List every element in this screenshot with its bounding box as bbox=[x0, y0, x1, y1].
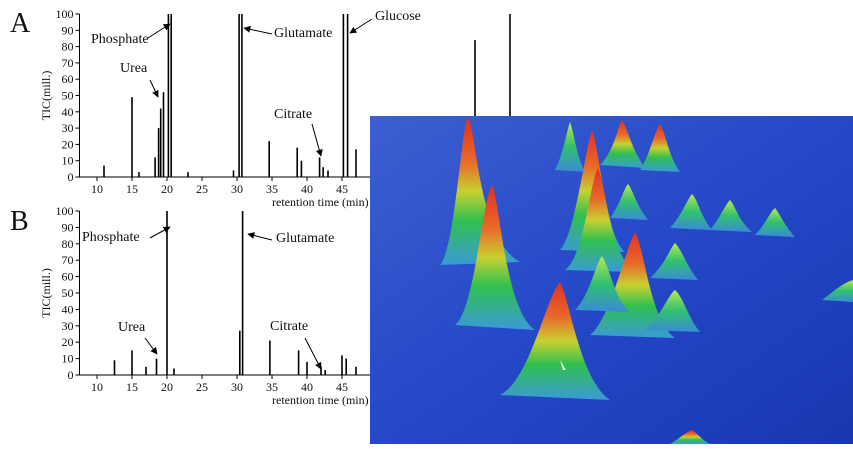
annotation-arrow bbox=[149, 226, 171, 239]
y-tick-label: 40 bbox=[62, 105, 74, 119]
panel-label: A bbox=[10, 8, 31, 39]
x-axis-label: retention time (min) bbox=[272, 393, 369, 407]
annotation-arrow bbox=[247, 232, 273, 241]
annotation: Citrate bbox=[270, 319, 308, 334]
x-tick-label: 20 bbox=[161, 182, 173, 196]
y-tick-label: 30 bbox=[62, 319, 74, 333]
annotation: Urea bbox=[118, 320, 146, 335]
y-tick-label: 0 bbox=[68, 170, 74, 184]
x-tick-label: 30 bbox=[231, 380, 243, 394]
annotation: Phosphate bbox=[91, 32, 149, 47]
annotation-arrow bbox=[311, 123, 323, 157]
x-tick-label: 40 bbox=[301, 182, 313, 196]
peak-photo bbox=[370, 116, 853, 444]
annotation-arrow bbox=[304, 337, 322, 370]
annotation-arrow bbox=[144, 337, 158, 355]
annotation-arrow bbox=[149, 79, 159, 98]
annotation: Glutamate bbox=[276, 231, 334, 246]
panel-label: B bbox=[10, 206, 29, 237]
x-tick-label: 10 bbox=[91, 182, 103, 196]
y-tick-label: 10 bbox=[62, 352, 74, 366]
y-tick-label: 30 bbox=[62, 121, 74, 135]
x-tick-label: 20 bbox=[161, 380, 173, 394]
x-axis-label: retention time (min) bbox=[272, 195, 369, 209]
x-tick-label: 15 bbox=[126, 182, 138, 196]
annotation-arrow bbox=[147, 23, 171, 39]
y-tick-label: 60 bbox=[62, 270, 74, 284]
x-tick-label: 35 bbox=[266, 182, 278, 196]
y-tick-label: 40 bbox=[62, 302, 74, 316]
y-tick-label: 50 bbox=[62, 286, 74, 300]
y-tick-label: 70 bbox=[62, 56, 74, 70]
y-tick-label: 100 bbox=[56, 204, 74, 218]
y-tick-label: 90 bbox=[62, 220, 74, 234]
y-tick-label: 50 bbox=[62, 89, 74, 103]
x-tick-label: 45 bbox=[336, 380, 348, 394]
x-tick-label: 45 bbox=[336, 182, 348, 196]
x-tick-label: 30 bbox=[231, 182, 243, 196]
y-axis-label: TIC(mill.) bbox=[39, 268, 53, 318]
y-tick-label: 60 bbox=[62, 72, 74, 86]
annotation: Urea bbox=[120, 61, 148, 76]
y-tick-label: 100 bbox=[56, 7, 74, 21]
annotation: Glucose bbox=[375, 9, 421, 24]
x-tick-label: 10 bbox=[91, 380, 103, 394]
plots: A010203040506070809010010152025303540455… bbox=[10, 7, 517, 407]
y-tick-label: 20 bbox=[62, 137, 74, 151]
annotation-arrow bbox=[243, 25, 273, 35]
y-tick-label: 10 bbox=[62, 154, 74, 168]
y-tick-label: 70 bbox=[62, 253, 74, 267]
annotation: Citrate bbox=[274, 107, 312, 122]
x-tick-label: 25 bbox=[196, 380, 208, 394]
y-tick-label: 80 bbox=[62, 237, 74, 251]
y-tick-label: 20 bbox=[62, 335, 74, 349]
y-tick-label: 90 bbox=[62, 23, 74, 37]
annotation: Phosphate bbox=[82, 230, 140, 245]
x-tick-label: 35 bbox=[266, 380, 278, 394]
x-tick-label: 15 bbox=[126, 380, 138, 394]
x-tick-label: 40 bbox=[301, 380, 313, 394]
x-tick-label: 25 bbox=[196, 182, 208, 196]
y-tick-label: 80 bbox=[62, 40, 74, 54]
annotation-arrow bbox=[349, 18, 373, 34]
y-axis-label: TIC(mill.) bbox=[39, 71, 53, 121]
y-tick-label: 0 bbox=[68, 368, 74, 382]
annotation: Glutamate bbox=[274, 26, 332, 41]
